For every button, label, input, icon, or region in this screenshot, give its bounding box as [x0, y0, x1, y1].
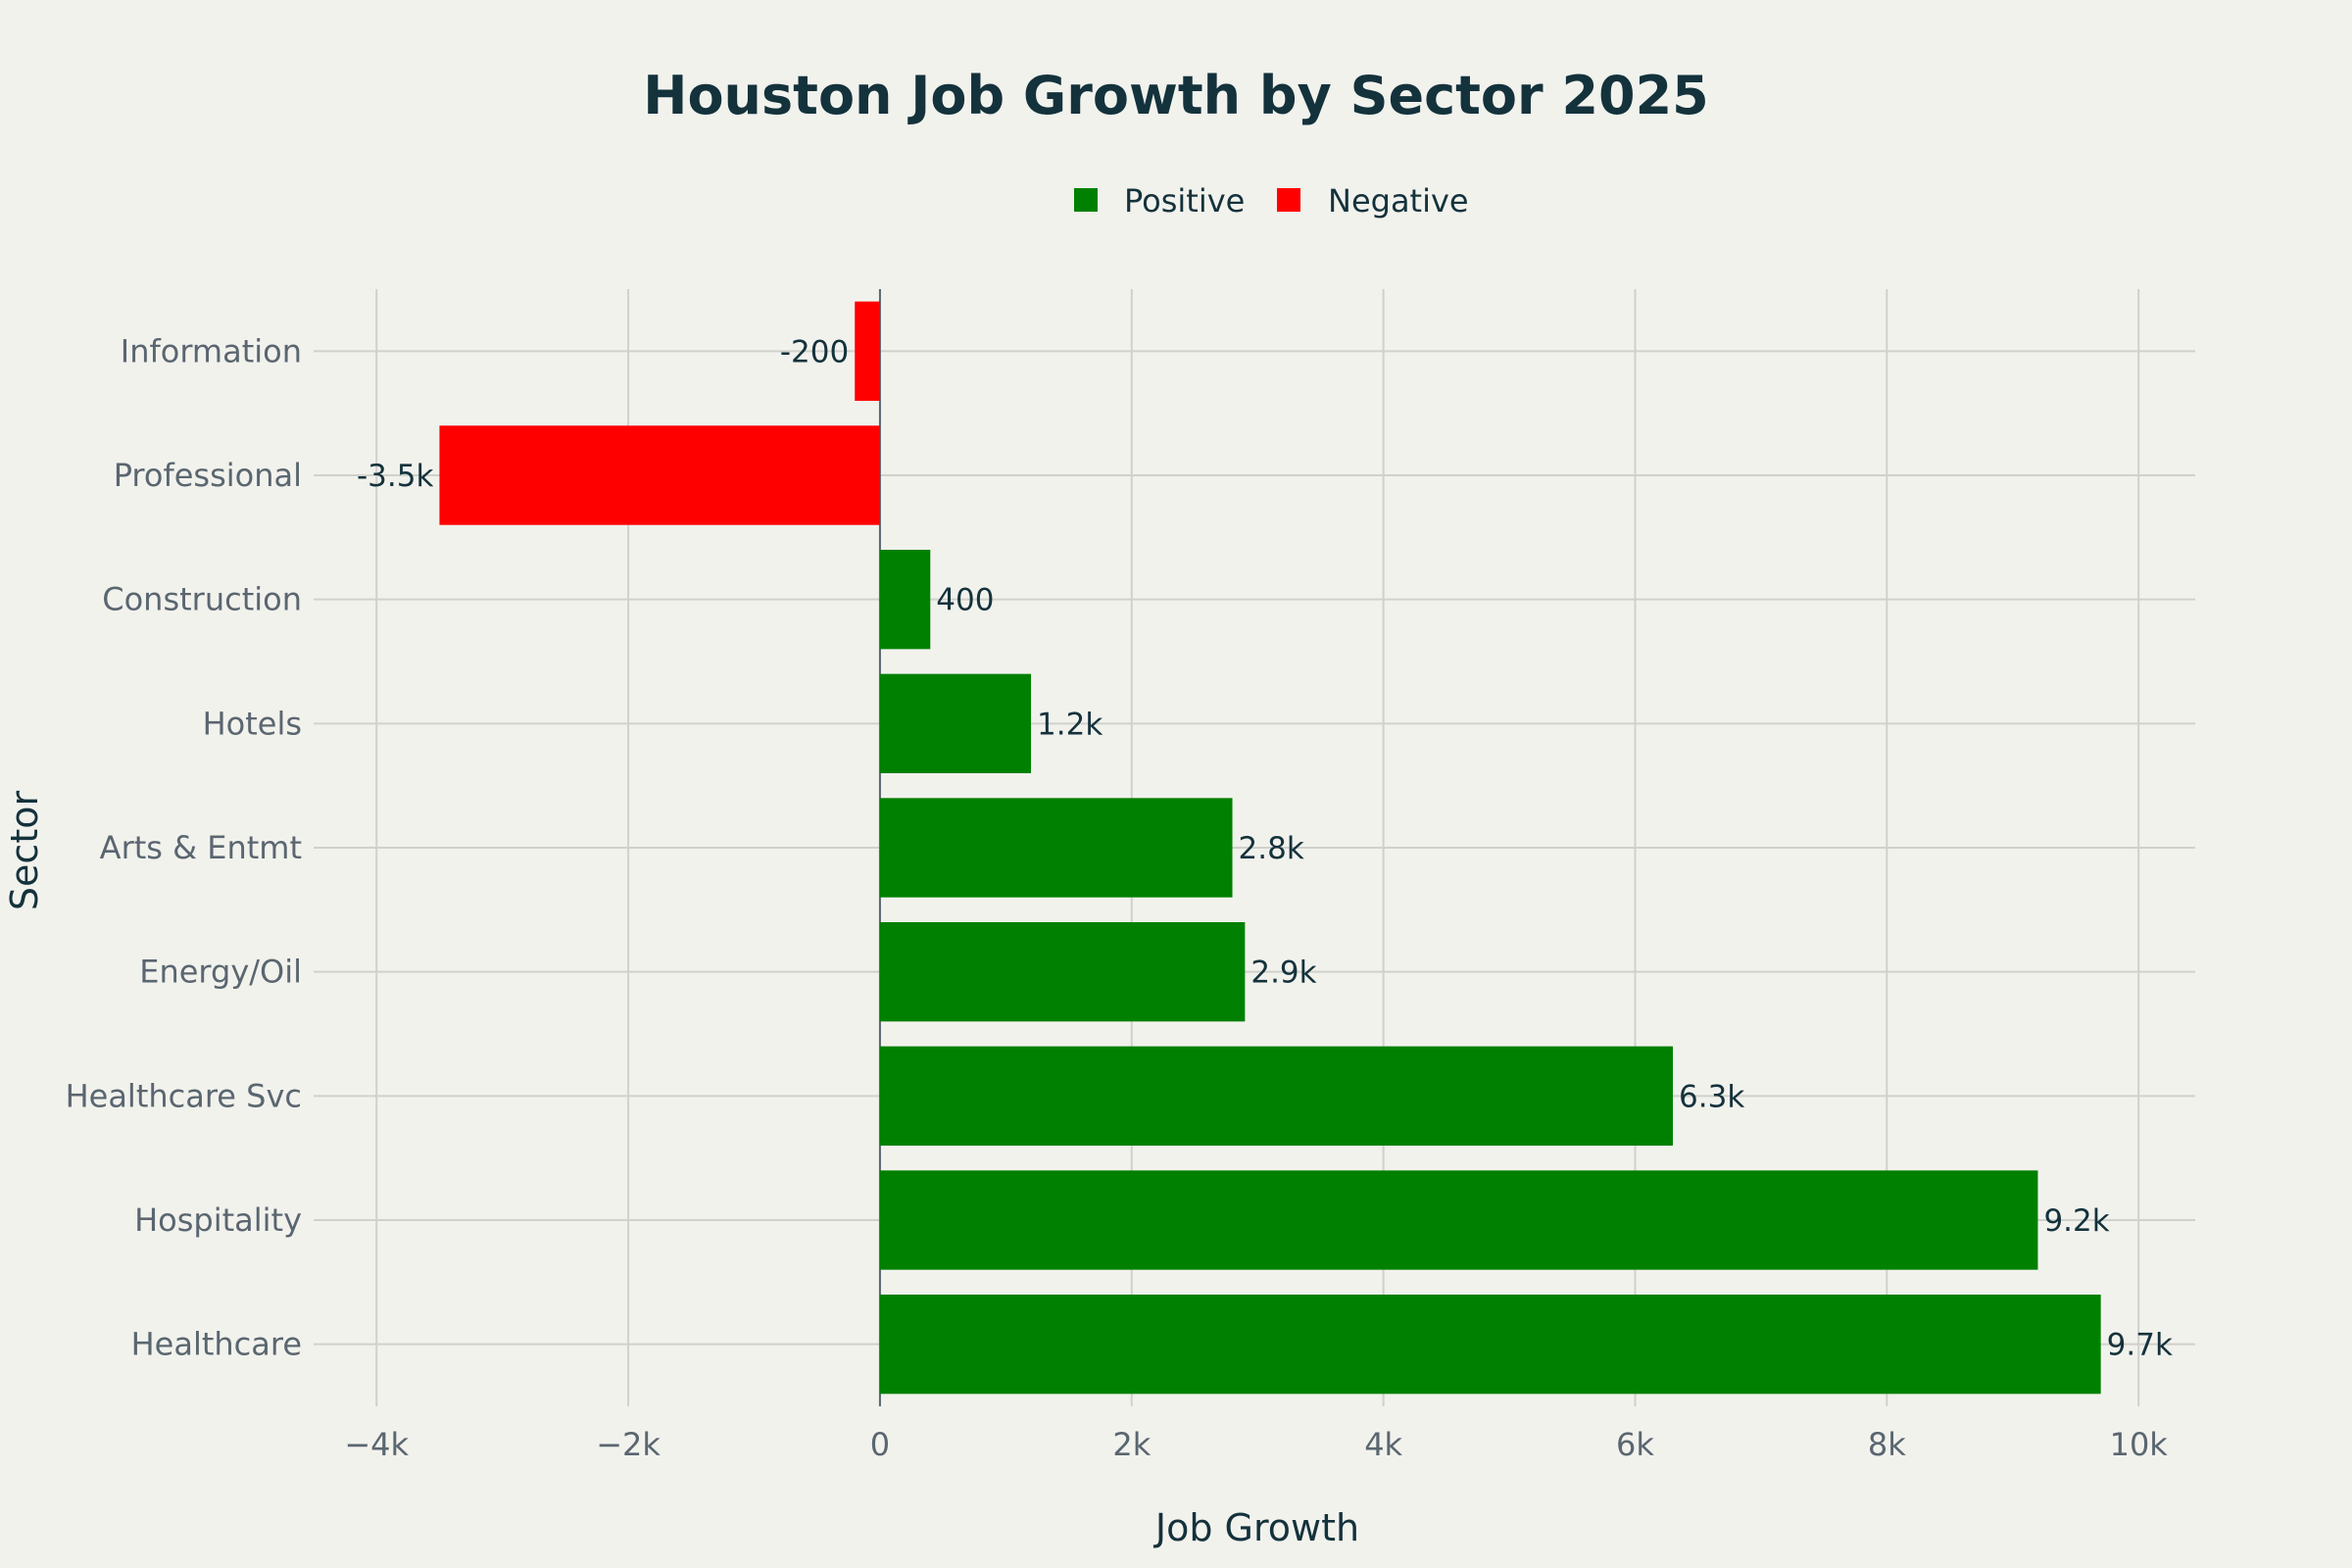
bar-healthcare[interactable] — [879, 1295, 2101, 1395]
x-axis-title: Job Growth — [1153, 1506, 1359, 1549]
x-tick-label: 4k — [1364, 1426, 1402, 1463]
x-tick-label: 2k — [1112, 1426, 1151, 1463]
legend-swatch-positive — [1074, 188, 1098, 212]
bar-value-label: -200 — [780, 334, 849, 369]
bar-value-label: -3.5k — [357, 459, 433, 494]
x-tick-label: 10k — [2110, 1426, 2169, 1463]
bars — [439, 301, 2101, 1395]
bar-value-label: 400 — [936, 583, 994, 618]
bar-value-label: 2.8k — [1239, 831, 1304, 866]
y-tick-label: Healthcare — [131, 1326, 302, 1363]
y-axis-ticks: Information Professional Construction Hotel… — [66, 332, 302, 1362]
bar-hotels[interactable] — [879, 673, 1032, 773]
legend: Positive Negative — [1074, 182, 1469, 220]
bar-arts-entmt[interactable] — [879, 798, 1233, 898]
y-tick-label: Professional — [114, 457, 302, 494]
y-tick-label: Information — [121, 332, 302, 369]
bar-value-label: 9.2k — [2043, 1203, 2109, 1239]
bar-value-label: 6.3k — [1679, 1079, 1744, 1114]
y-tick-label: Construction — [102, 581, 302, 618]
x-tick-label: 8k — [1868, 1426, 1906, 1463]
bar-professional[interactable] — [439, 425, 880, 525]
bar-information[interactable] — [855, 301, 880, 401]
y-tick-label: Hospitality — [134, 1201, 302, 1239]
y-tick-label: Arts & Entmt — [100, 829, 302, 866]
x-tick-label: −4k — [344, 1426, 409, 1463]
legend-label-positive: Positive — [1124, 182, 1245, 220]
legend-item-positive[interactable]: Positive — [1074, 182, 1245, 220]
legend-item-negative[interactable]: Negative — [1277, 182, 1469, 220]
bar-value-label: 1.2k — [1037, 707, 1102, 742]
legend-label-negative: Negative — [1328, 182, 1469, 220]
y-tick-label: Healthcare Svc — [66, 1077, 302, 1114]
y-axis-title: Sector — [3, 791, 46, 911]
y-tick-label: Hotels — [203, 705, 302, 742]
bar-energy-oil[interactable] — [879, 922, 1246, 1022]
chart-title: Houston Job Growth by Sector 2025 — [643, 65, 1709, 126]
x-tick-label: 0 — [870, 1426, 890, 1463]
x-tick-label: −2k — [596, 1426, 661, 1463]
bar-healthcare-svc[interactable] — [879, 1046, 1674, 1146]
bar-construction[interactable] — [879, 550, 931, 650]
legend-swatch-negative — [1277, 188, 1300, 212]
bar-value-label: 9.7k — [2107, 1328, 2173, 1363]
x-axis-ticks: −4k −2k 0 2k 4k 6k 8k 10k — [344, 1426, 2168, 1463]
bar-hospitality[interactable] — [879, 1170, 2038, 1270]
data-labels: -200 -3.5k 400 1.2k 2.8k 2.9k 6.3k 9.2k 9.7k — [357, 334, 2173, 1362]
y-tick-label: Energy/Oil — [139, 954, 302, 991]
bar-value-label: 2.9k — [1250, 956, 1316, 991]
x-tick-label: 6k — [1616, 1426, 1654, 1463]
